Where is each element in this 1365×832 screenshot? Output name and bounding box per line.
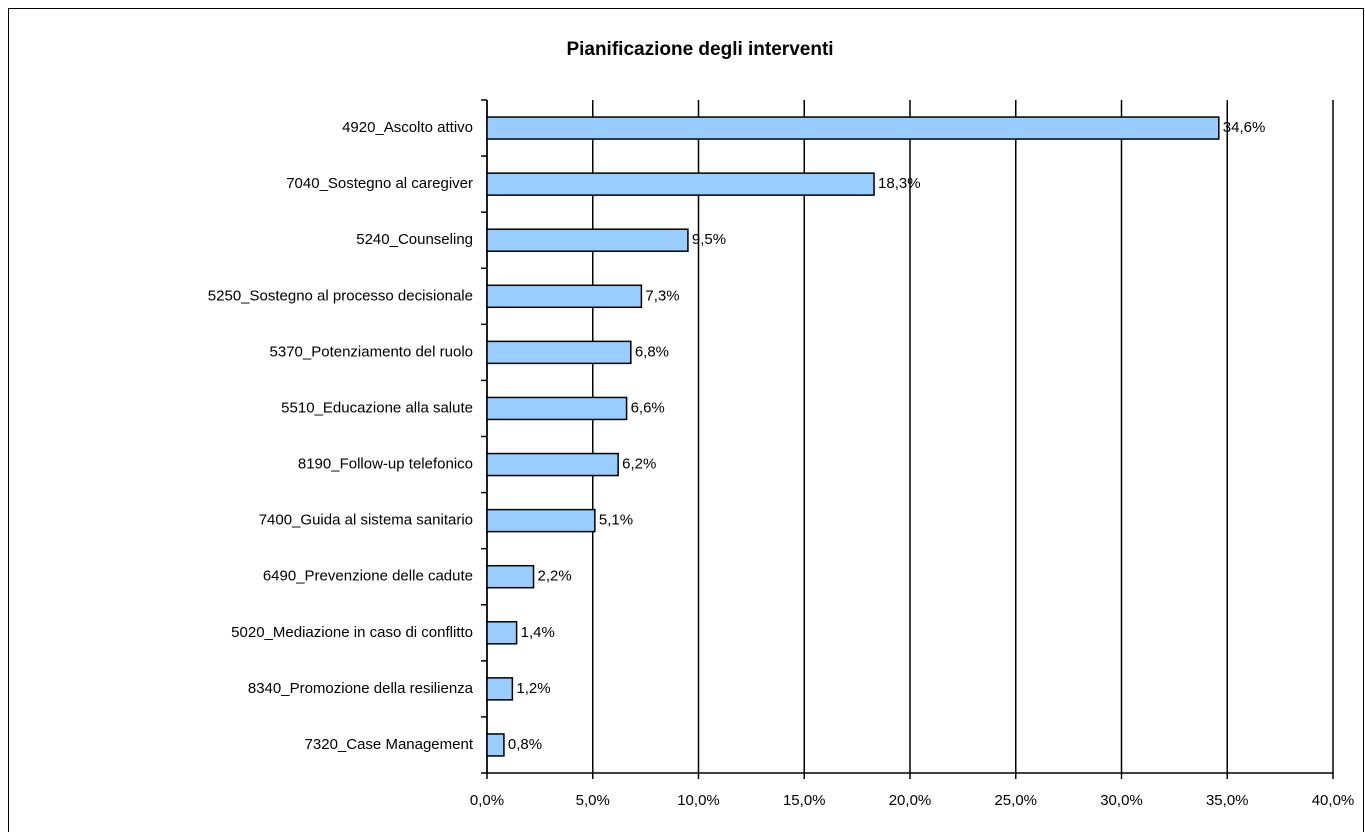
bar (486, 396, 628, 421)
data-label: 1,4% (521, 624, 555, 641)
x-tick-label: 20,0% (889, 792, 932, 809)
bar (486, 116, 1220, 140)
data-label: 6,8% (635, 343, 669, 360)
x-tick-label: 35,0% (1206, 792, 1249, 809)
chart-title: Pianificazione degli interventi (566, 39, 833, 60)
data-label: 1,2% (516, 680, 550, 697)
y-tick-label: 5250_Sostegno al processo decisionale (208, 287, 473, 304)
bar (486, 228, 689, 252)
bar (486, 677, 514, 701)
x-tick-label: 40,0% (1312, 792, 1355, 809)
bar (486, 172, 875, 196)
bar (486, 508, 596, 533)
y-tick-label: 7040_Sostegno al caregiver (286, 175, 473, 192)
bar (486, 733, 505, 757)
x-tick-label: 30,0% (1100, 792, 1143, 809)
bar (486, 452, 619, 477)
x-tick-label: 10,0% (677, 792, 720, 809)
data-label: 18,3% (878, 175, 921, 192)
y-tick-label: 4920_Ascolto attivo (342, 119, 473, 136)
x-tick-label: 0,0% (470, 792, 504, 809)
bar (486, 340, 632, 365)
y-tick-label: 8190_Follow-up telefonico (298, 456, 473, 473)
data-label: 5,1% (599, 512, 633, 529)
y-tick-label: 5240_Counseling (356, 231, 473, 248)
y-tick-label: 7400_Guida al sistema sanitario (259, 512, 473, 529)
y-tick-label: 5370_Potenziamento del ruolo (270, 343, 473, 360)
data-label: 6,2% (622, 456, 656, 473)
data-label: 6,6% (631, 399, 665, 416)
x-tick-label: 25,0% (994, 792, 1037, 809)
y-tick-label: 5510_Educazione alla salute (281, 399, 473, 416)
chart-frame (8, 8, 1364, 832)
data-label: 0,8% (508, 736, 542, 753)
y-tick-label: 8340_Promozione della resilienza (248, 680, 474, 697)
y-tick-label: 5020_Mediazione in caso di conflitto (231, 624, 473, 641)
y-tick-label: 6490_Prevenzione delle cadute (263, 568, 473, 585)
x-tick-label: 15,0% (783, 792, 826, 809)
data-label: 7,3% (645, 287, 679, 304)
data-label: 9,5% (692, 231, 726, 248)
bar (486, 284, 643, 309)
data-label: 34,6% (1223, 119, 1266, 136)
bar (486, 621, 518, 645)
x-tick-label: 5,0% (576, 792, 610, 809)
y-tick-label: 7320_Case Management (305, 736, 474, 753)
bar (486, 564, 535, 589)
data-label: 2,2% (538, 568, 572, 585)
